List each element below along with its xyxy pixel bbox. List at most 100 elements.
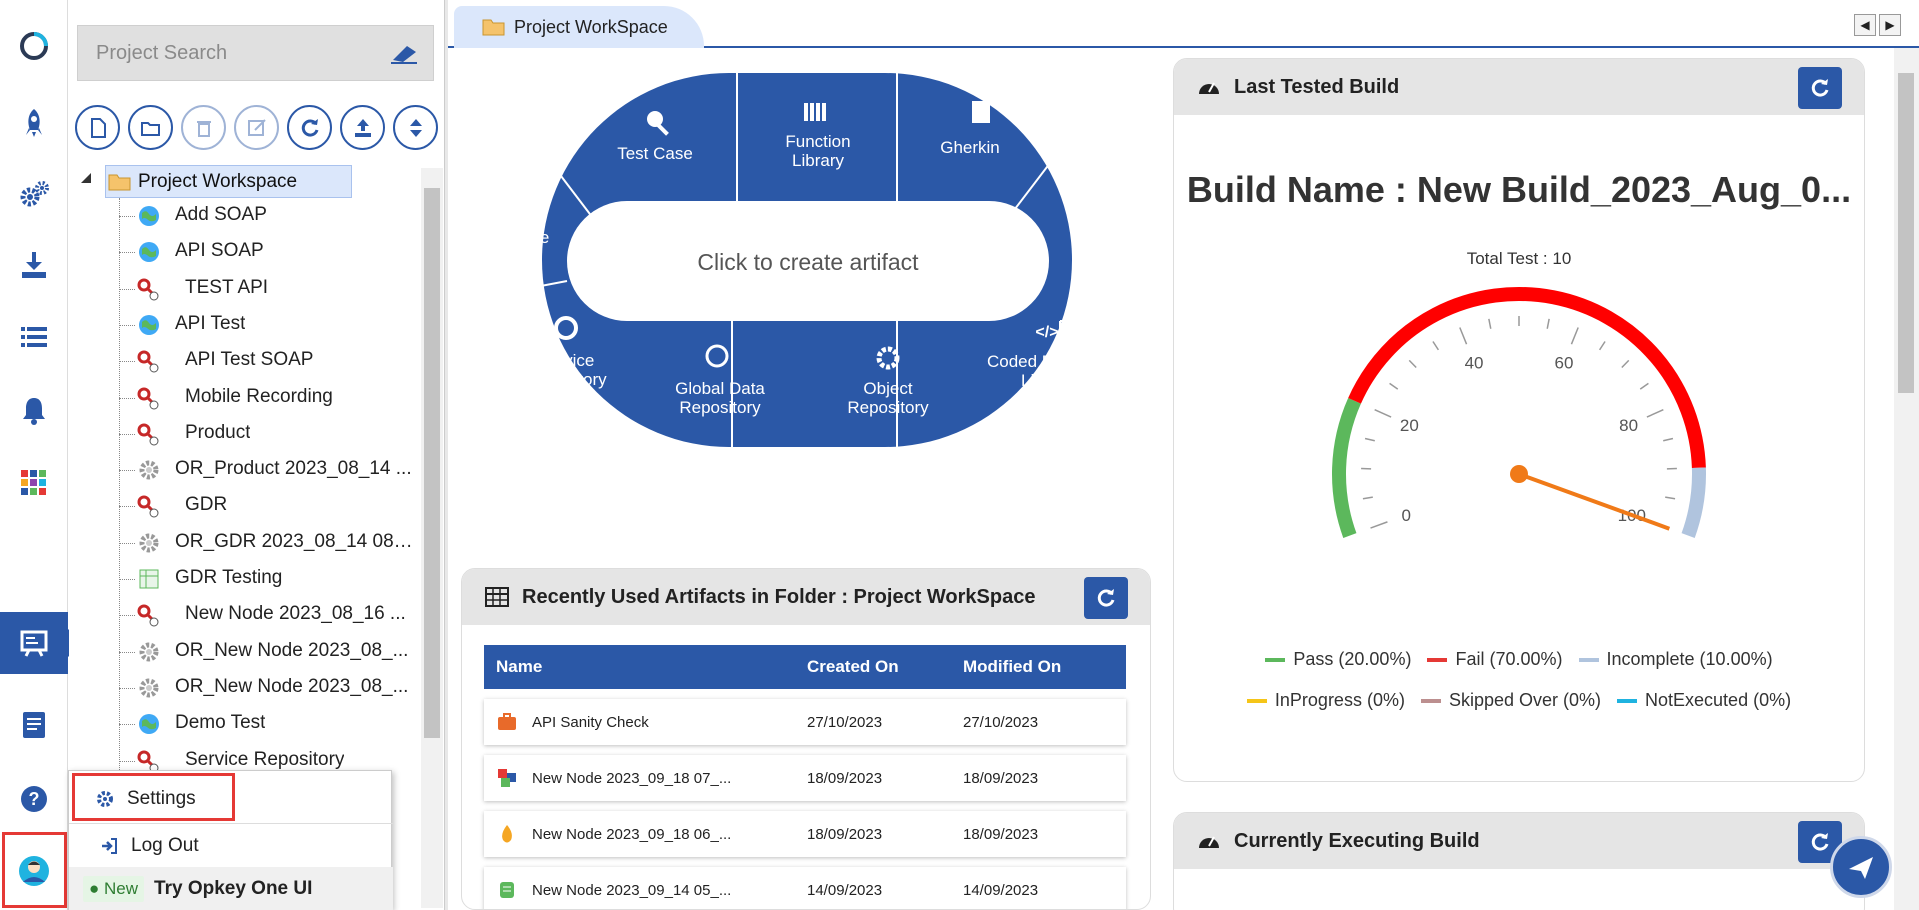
row-created: 18/09/2023 (807, 825, 883, 843)
settings-menu-item[interactable]: Settings (69, 777, 393, 821)
tab-label: Project WorkSpace (514, 16, 668, 37)
tree-node-label: GDR (185, 494, 228, 516)
global-data-repository-segment[interactable]: Global Data Repository (675, 344, 765, 417)
logout-menu-item[interactable]: Log Out (69, 824, 393, 868)
upload-button[interactable] (340, 105, 385, 150)
table-row[interactable]: New Node 2023_09_18 06_... 18/09/2023 18/0… (484, 811, 1126, 857)
tab-next-button[interactable]: ▶ (1879, 14, 1901, 36)
tree-node-label: Add SOAP (175, 204, 267, 225)
new-file-icon (90, 117, 106, 138)
tree-node[interactable]: New Node 2023_08_16 ... (119, 600, 419, 630)
refresh-tree-button[interactable] (287, 105, 332, 150)
model-segment[interactable]: Model (1077, 199, 1123, 249)
legend-label: Pass (20.00%) (1293, 649, 1412, 669)
function-library-segment[interactable]: Function Library (785, 103, 851, 170)
center-button[interactable] (567, 201, 1049, 321)
last-build-header: Last Tested Build (1174, 59, 1864, 115)
tree-scroll-thumb[interactable] (424, 188, 440, 738)
api-key-icon (137, 350, 159, 373)
globe-icon (139, 206, 159, 226)
tree-node[interactable]: OR_GDR 2023_08_14 08_... (119, 528, 419, 558)
delete-button[interactable] (181, 105, 226, 150)
airplane-icon (1849, 857, 1873, 879)
col-modified-header[interactable]: Modified On (963, 657, 1062, 676)
user-avatar-icon[interactable] (0, 840, 68, 902)
tab-project-workspace[interactable]: Project WorkSpace (454, 6, 704, 48)
tree-node[interactable]: Mobile Recording (119, 383, 419, 413)
row-name-cell: New Node 2023_09_18 06_... (484, 823, 807, 845)
help-icon[interactable]: ? (0, 768, 68, 830)
edit-button[interactable] (234, 105, 279, 150)
center-label: Click to create artifact (697, 249, 919, 275)
tree-node[interactable]: Demo Test (119, 709, 419, 739)
tree-node-label: GDR Testing (175, 567, 283, 588)
tree-node[interactable]: Add SOAP (119, 201, 419, 231)
tree-node[interactable]: OR_New Node 2023_08_... (119, 673, 419, 703)
object-repository-segment[interactable]: Object Repository (847, 346, 929, 417)
gherkin-label: Gherkin (940, 138, 1000, 157)
coded-function-library-segment[interactable]: </> Coded Function Library (987, 324, 1107, 390)
apps-grid-icon[interactable] (0, 452, 68, 514)
col-name-header[interactable]: Name (496, 657, 543, 676)
legend-item[interactable]: InProgress (0%) (1246, 690, 1405, 711)
legend-item[interactable]: Pass (20.00%) (1265, 649, 1411, 670)
test-case-segment[interactable]: Test Case (617, 111, 693, 163)
table-row[interactable]: New Node 2023_09_18 07_... 18/09/2023 18/0… (484, 755, 1126, 801)
tree-node-label: OR_New Node 2023_08_... (175, 639, 409, 661)
tree-node[interactable]: API SOAP (119, 237, 419, 267)
new-file-button[interactable] (75, 105, 120, 150)
tree-scrollbar[interactable] (421, 168, 443, 908)
project-search-input[interactable]: Project Search (77, 25, 434, 81)
gauge-tick (1621, 359, 1630, 369)
eraser-icon[interactable] (389, 42, 419, 64)
gauge-needle (1518, 472, 1671, 531)
last-tested-build-card: Last Tested Build Build Name : New Build… (1173, 58, 1865, 782)
tree-node[interactable]: API Test (119, 310, 419, 340)
tree-node[interactable]: TEST API (119, 274, 419, 304)
expand-collapse-button[interactable] (393, 105, 438, 150)
recent-artifacts-table: Name Created On Modified On API Sanity C… (484, 645, 1126, 909)
tree-node[interactable]: OR_Product 2023_08_14 ... (119, 455, 419, 485)
main-scroll-thumb[interactable] (1898, 73, 1914, 393)
launch-button[interactable] (1830, 836, 1892, 898)
sort-icon (409, 118, 422, 137)
tab-bar: Project WorkSpace ◀ ▶ (448, 0, 1919, 48)
suite-segment[interactable]: Suite (511, 201, 550, 247)
legend-item[interactable]: Incomplete (10.00%) (1578, 649, 1773, 670)
legend-item[interactable]: NotExecuted (0%) (1617, 690, 1791, 711)
tree-expander-icon[interactable] (79, 171, 93, 185)
table-row[interactable]: New Node 2023_09_14 05_... 14/09/2023 14/0… (484, 867, 1126, 909)
gherkin-segment[interactable]: Gherkin (940, 101, 1000, 157)
gear-icon (139, 533, 159, 553)
main-scrollbar[interactable] (1894, 48, 1919, 910)
settings-gears-icon[interactable] (0, 164, 68, 226)
last-build-title: Last Tested Build (1234, 75, 1400, 98)
service-repository-segment[interactable]: Service Repository (525, 316, 607, 389)
download-icon[interactable] (0, 234, 68, 296)
opkey-logo-icon[interactable] (0, 15, 68, 77)
tree-node[interactable]: GDR Testing (119, 564, 419, 594)
try-opkey-menu-item[interactable]: ● New Try Opkey One UI (69, 867, 393, 910)
tree-node[interactable]: Service Repository (119, 746, 419, 776)
rocket-icon[interactable] (0, 92, 68, 154)
legend-item[interactable]: Fail (70.00%) (1427, 649, 1563, 670)
tree-node[interactable]: API Test SOAP (119, 346, 419, 376)
refresh-recent-button[interactable] (1084, 577, 1128, 619)
col-created-header[interactable]: Created On (807, 657, 899, 676)
tab-prev-button[interactable]: ◀ (1854, 14, 1876, 36)
panel-splitter[interactable] (445, 0, 448, 910)
legend-item[interactable]: Skipped Over (0%) (1420, 690, 1601, 711)
bell-icon[interactable] (0, 380, 68, 442)
tree-node[interactable]: OR_New Node 2023_08_... (119, 637, 419, 667)
tree-node[interactable]: Product (119, 419, 419, 449)
workspace-icon[interactable] (0, 612, 82, 674)
tree-node[interactable]: GDR (119, 491, 419, 521)
refresh-last-build-button[interactable] (1798, 67, 1842, 109)
coded-library-label: Library (1021, 371, 1073, 390)
tree-root-node[interactable]: Project Workspace (105, 165, 352, 198)
open-folder-button[interactable] (128, 105, 173, 150)
build-gauge: 020406080100 (1332, 287, 1706, 538)
list-icon[interactable] (0, 306, 68, 368)
table-row[interactable]: API Sanity Check 27/10/2023 27/10/2023 (484, 699, 1126, 745)
notebook-icon[interactable] (0, 694, 68, 756)
